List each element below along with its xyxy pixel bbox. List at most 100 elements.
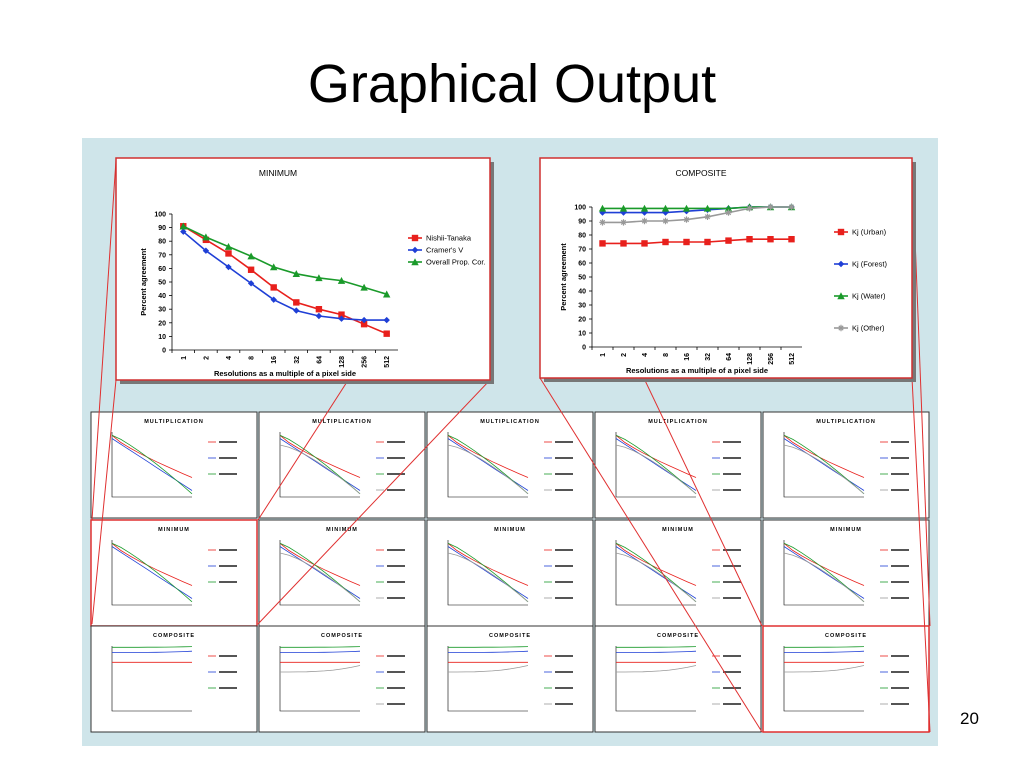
x-tick-label: 256 <box>768 353 775 365</box>
data-point <box>225 263 232 271</box>
x-tick-label: 2 <box>203 356 210 360</box>
data-point <box>683 238 690 246</box>
thumbnail-legend-text <box>219 549 237 551</box>
thumbnail-title: MINIMUM <box>158 527 190 533</box>
thumbnail-axes <box>447 646 528 712</box>
y-tick-label: 100 <box>154 212 166 219</box>
y-tick-label: 90 <box>158 225 166 232</box>
data-point <box>641 240 648 247</box>
chart-title: MINIMUM <box>259 168 297 178</box>
thumbnail-line <box>783 434 865 495</box>
thumbnail-legend-text <box>219 565 237 567</box>
thumbnail-title: MINIMUM <box>326 527 358 533</box>
x-tick-label: 32 <box>705 353 712 361</box>
thumbnail-title: MULTIPLICATION <box>144 419 204 425</box>
thumbnail-frame <box>258 519 426 627</box>
thumbnail-legend-text <box>891 565 909 567</box>
thumbnail-title: COMPOSITE <box>489 633 531 639</box>
thumbnail-line <box>783 552 865 603</box>
thumbnail-line <box>279 542 361 603</box>
thumbnail-legend-text <box>555 457 573 459</box>
thumbnail-legend-text <box>723 473 741 475</box>
data-point <box>725 237 732 244</box>
thumbnail-legend-text <box>723 597 741 599</box>
thumbnail-title: MULTIPLICATION <box>648 419 708 425</box>
thumbnail-legend-text <box>891 441 909 443</box>
thumbnail-legend-text <box>891 597 909 599</box>
thumbnail-legend-text <box>891 671 909 673</box>
data-point <box>360 320 368 328</box>
data-point <box>620 240 627 247</box>
data-point <box>315 306 323 313</box>
thumbnail-frame <box>594 625 762 733</box>
thumbnail-title: MINIMUM <box>830 527 862 533</box>
chart-frame <box>539 157 913 379</box>
data-point <box>293 299 300 306</box>
x-tick-label: 64 <box>726 353 733 361</box>
data-point <box>725 209 732 216</box>
x-tick-label: 16 <box>684 353 691 361</box>
thumbnail-legend-text <box>219 457 237 459</box>
thumbnail-legend-text <box>891 655 909 657</box>
data-point <box>767 203 774 211</box>
thumbnail-legend-text <box>555 597 573 599</box>
x-tick-label: 2 <box>621 353 628 357</box>
y-tick-label: 0 <box>162 348 166 355</box>
data-point <box>180 228 187 235</box>
slide-title: Graphical Output <box>308 54 716 114</box>
thumbnail-line <box>279 552 361 603</box>
data-point <box>703 204 712 212</box>
thumbnail-legend-text <box>387 655 405 657</box>
thumbnail-legend-text <box>219 671 237 673</box>
thumbnail-axes <box>783 540 864 606</box>
thumbnail-legend-text <box>891 703 909 705</box>
data-point <box>746 236 753 243</box>
thumbnail-frame <box>426 519 594 627</box>
thumbnail-legend-text <box>723 703 741 705</box>
legend-label: Kj (Other) <box>852 324 885 333</box>
thumbnail-legend-text <box>387 597 405 599</box>
data-point <box>338 311 345 318</box>
thumbnail-line <box>280 650 361 653</box>
series-line <box>182 231 387 321</box>
legend-marker <box>837 228 845 236</box>
thumbnail-title: COMPOSITE <box>153 633 195 639</box>
x-tick-label: 1 <box>181 356 188 360</box>
thumbnail-axes <box>279 432 360 498</box>
thumbnail-legend-text <box>555 473 573 475</box>
thumbnail-line <box>615 542 697 603</box>
legend-marker <box>411 258 419 266</box>
thumbnail-frame <box>426 625 594 733</box>
data-point <box>598 204 607 212</box>
thumbnail-axes <box>111 646 192 712</box>
thumbnail-legend-text <box>723 549 741 551</box>
thumbnail-line <box>784 646 865 648</box>
thumbnail-line <box>447 552 529 603</box>
data-point <box>383 330 390 337</box>
data-point <box>270 263 278 271</box>
legend-label: Overall Prop. Cor. <box>426 258 486 267</box>
y-tick-label: 10 <box>578 331 586 338</box>
legend-marker <box>837 292 845 300</box>
data-point <box>247 266 255 273</box>
thumbnail-frame <box>594 519 762 627</box>
thumbnail-legend-text <box>219 655 237 657</box>
thumbnail-legend-text <box>723 489 741 491</box>
data-point <box>599 219 606 226</box>
thumbnail-frame <box>762 625 930 733</box>
legend-marker <box>411 246 419 254</box>
thumbnail-title: MULTIPLICATION <box>480 419 540 425</box>
thumbnail-legend-text <box>387 457 405 459</box>
thumbnail-line <box>448 646 529 648</box>
thumbnail-title: COMPOSITE <box>321 633 363 639</box>
thumbnail-legend-text <box>891 549 909 551</box>
thumbnail-frame <box>762 519 930 627</box>
data-point <box>620 219 627 226</box>
y-tick-label: 80 <box>158 239 166 246</box>
y-tick-label: 0 <box>582 345 586 352</box>
thumbnail-line <box>783 444 865 495</box>
thumbnail-legend-text <box>723 655 741 657</box>
data-point <box>224 242 233 250</box>
data-point <box>662 217 669 225</box>
data-point <box>746 205 753 212</box>
